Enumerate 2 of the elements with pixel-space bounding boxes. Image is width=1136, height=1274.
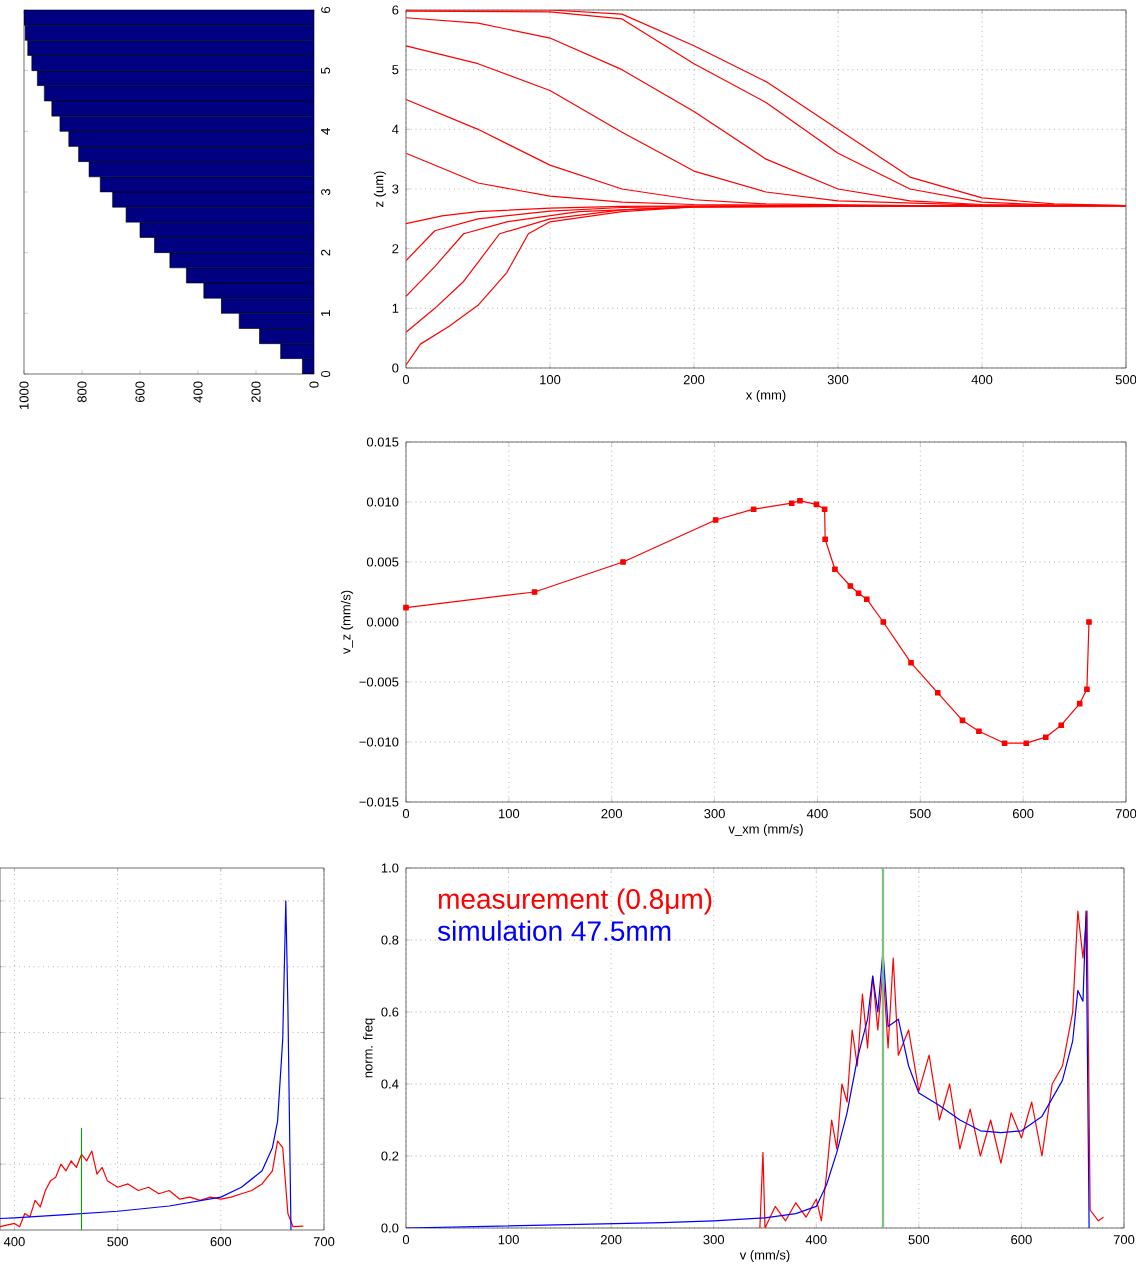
text: measurement (0.8μm): [438, 888, 712, 915]
text: simulation 47.5mm: [437, 920, 671, 941]
